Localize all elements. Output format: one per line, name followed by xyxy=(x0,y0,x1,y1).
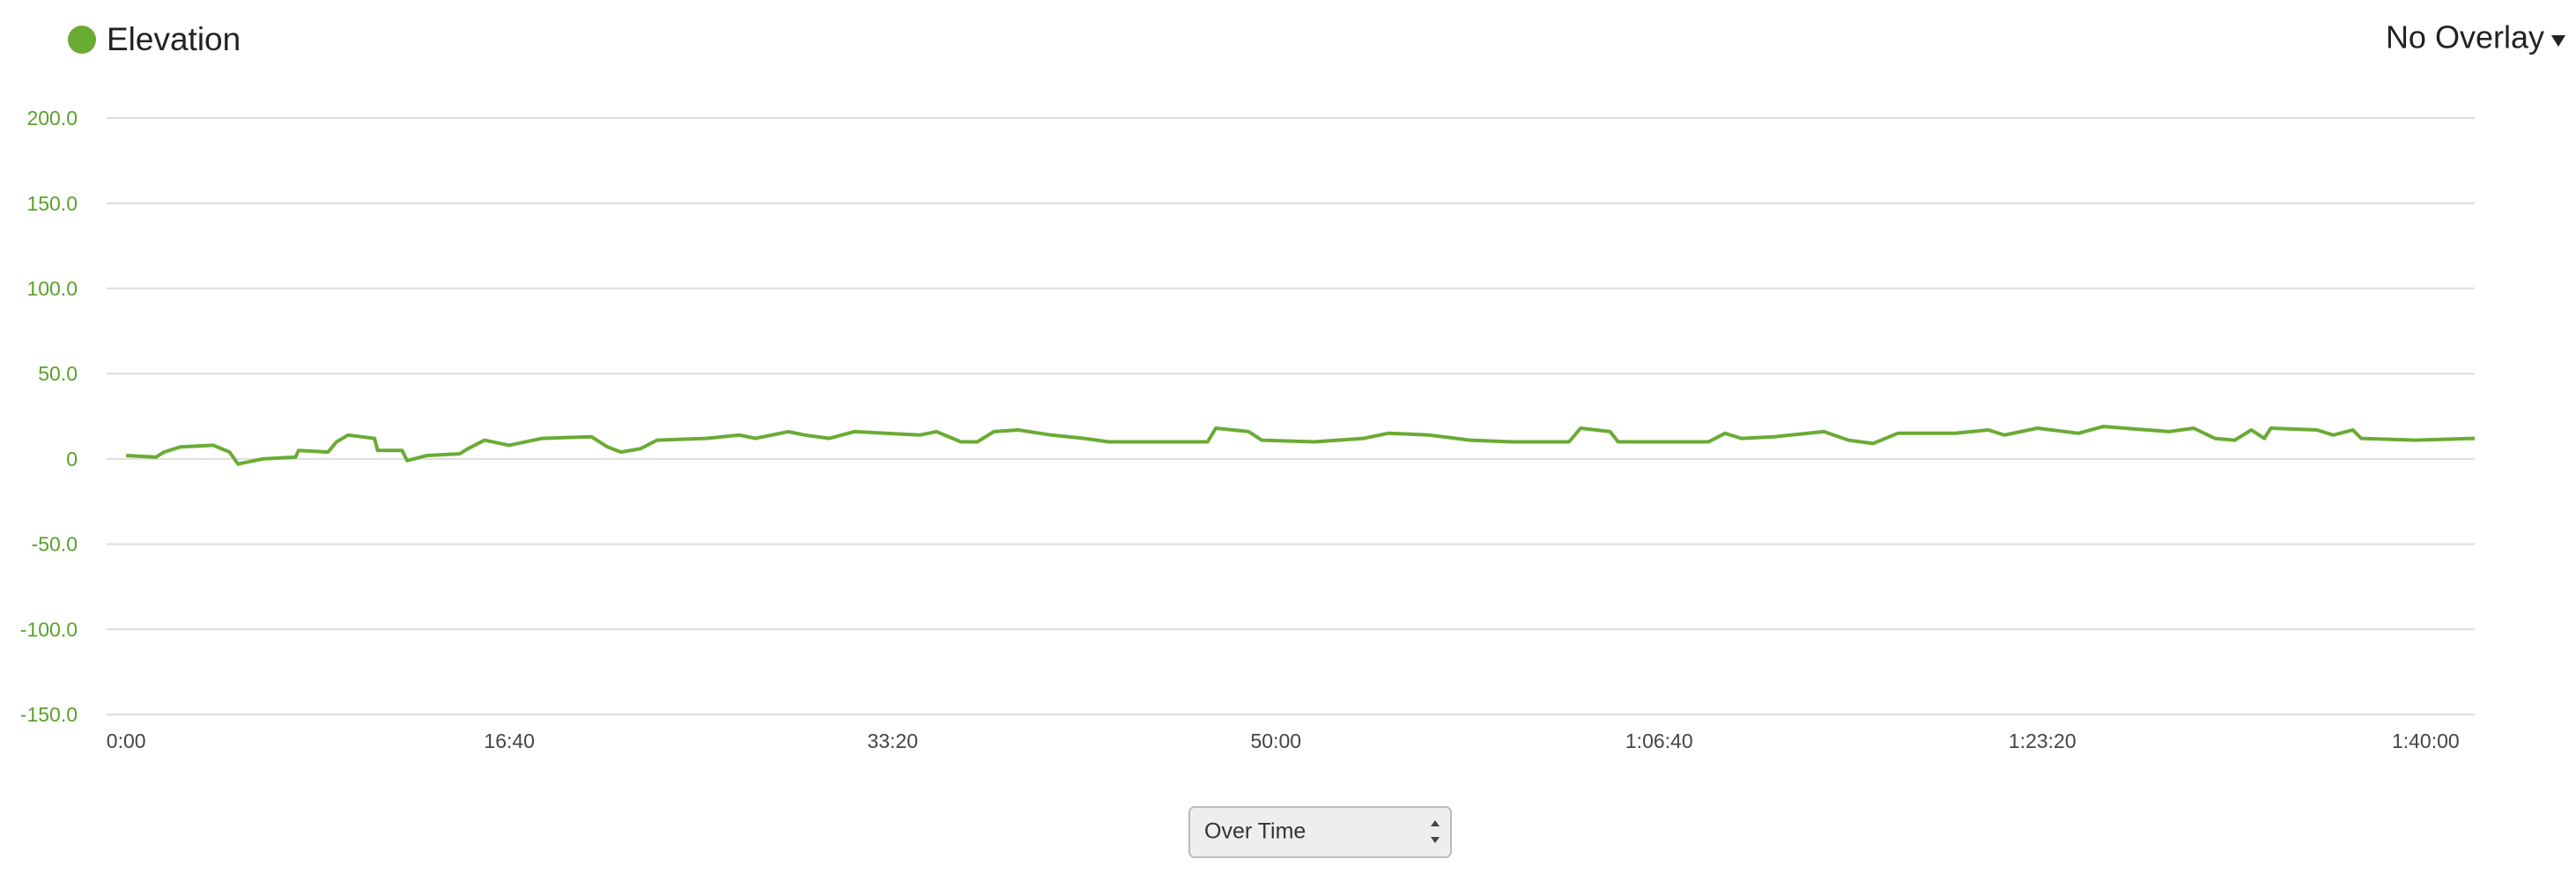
time-selector[interactable]: Over Time xyxy=(1188,806,1452,858)
y-tick-label: -150.0 xyxy=(20,703,78,726)
x-tick-label: 16:40 xyxy=(484,729,535,752)
legend-marker xyxy=(68,26,96,54)
x-tick-label: 0:00 xyxy=(107,729,146,752)
y-tick-label: -50.0 xyxy=(32,533,78,556)
x-tick-label: 33:20 xyxy=(867,729,918,752)
data-line xyxy=(126,425,2476,466)
select-label[interactable]: Over Time xyxy=(1204,819,1306,844)
x-tick-label: 1:06:40 xyxy=(1625,729,1693,752)
x-tick-label: 1:23:20 xyxy=(2009,729,2076,752)
select-box[interactable] xyxy=(1188,806,1452,858)
overlay-dropdown[interactable]: No Overlay xyxy=(2386,19,2544,56)
x-tick-label: 1:40:00 xyxy=(2392,729,2460,752)
y-tick-label: 100.0 xyxy=(26,278,78,300)
legend-label[interactable]: Elevation xyxy=(107,21,241,57)
y-tick-label: -100.0 xyxy=(20,618,78,641)
select-arrows xyxy=(1431,820,1440,843)
y-tick-label: 0 xyxy=(66,448,78,470)
y-tick-label: 200.0 xyxy=(26,107,78,130)
x-tick-label: 50:00 xyxy=(1250,729,1301,752)
dropdown-arrow xyxy=(2551,35,2565,47)
y-tick-label: 150.0 xyxy=(26,192,78,215)
y-tick-label: 50.0 xyxy=(38,362,78,385)
